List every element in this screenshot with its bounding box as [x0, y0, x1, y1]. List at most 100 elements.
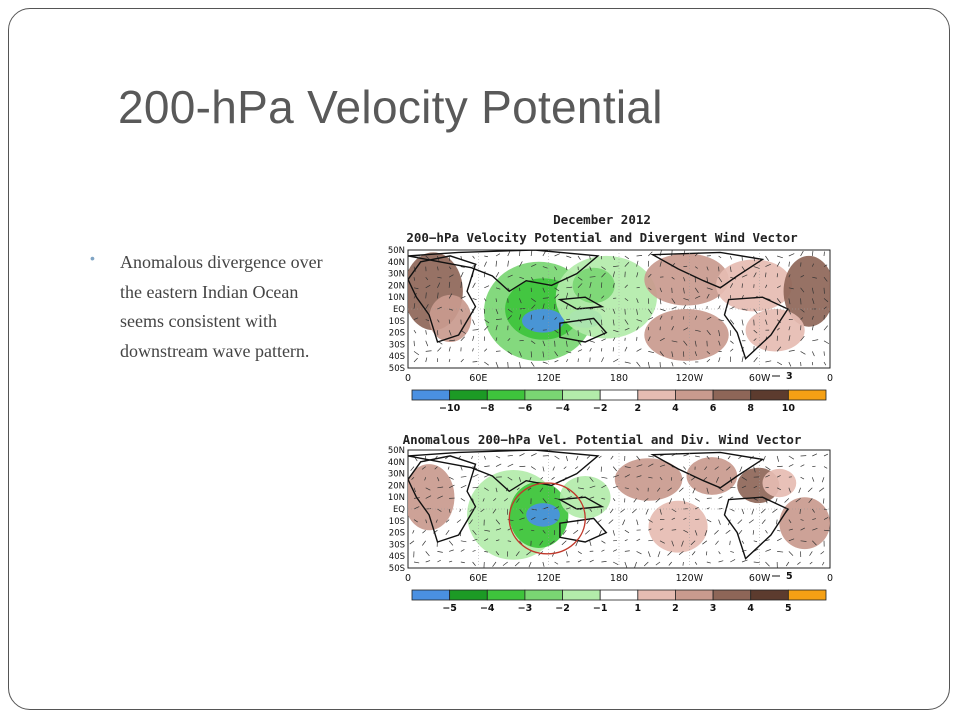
wind-arrow [811, 298, 815, 304]
wind-arrow [495, 287, 501, 290]
wind-arrow [577, 276, 583, 281]
wind-arrow [706, 293, 710, 299]
wind-arrow [808, 498, 813, 504]
wind-arrow [648, 287, 652, 291]
wind-arrow [507, 308, 513, 313]
wind-arrow [636, 348, 642, 352]
wind-arrow [551, 476, 555, 480]
wind-arrow [526, 551, 532, 556]
wind-arrow [659, 540, 665, 544]
wind-arrow [484, 551, 489, 553]
wind-arrow [422, 529, 426, 534]
wind-arrow [554, 253, 560, 257]
wind-arrow [624, 487, 629, 489]
wind-arrow [598, 530, 602, 536]
lat-label: 10N [388, 493, 405, 503]
wind-arrow [624, 466, 631, 469]
lat-label: 20N [388, 281, 405, 291]
wind-arrow [812, 453, 818, 457]
wind-arrow [694, 340, 697, 347]
wind-arrow [601, 561, 607, 563]
wind-arrow [565, 266, 568, 270]
shaded-region [521, 309, 565, 333]
wind-arrow [706, 351, 711, 355]
wind-arrow [671, 306, 677, 310]
wind-arrow [447, 466, 450, 470]
wind-arrow [730, 559, 736, 563]
wind-arrow [566, 255, 572, 258]
colorbar-label: −5 [442, 603, 457, 614]
wind-arrow [612, 308, 616, 314]
wind-arrow [530, 298, 536, 302]
wind-arrow [800, 540, 807, 542]
wind-arrow [704, 530, 708, 536]
wind-arrow [425, 330, 427, 335]
wind-arrow [777, 255, 783, 259]
wind-arrow [566, 496, 572, 499]
wind-arrow [622, 519, 626, 526]
wind-arrow [694, 266, 698, 269]
wind-arrow [753, 357, 758, 363]
lat-label: EQ [393, 505, 405, 515]
wind-arrow [589, 476, 594, 482]
wind-arrow [413, 277, 416, 281]
continent-outline [650, 251, 765, 289]
wind-arrow [448, 319, 451, 324]
wind-arrow [624, 298, 629, 302]
wind-arrow [695, 518, 700, 520]
wind-arrow [718, 340, 721, 346]
wind-arrow [695, 455, 700, 458]
wind-arrow [636, 361, 641, 367]
wind-arrow [776, 261, 781, 267]
wind-arrow [659, 298, 662, 305]
wind-arrow [798, 487, 801, 494]
wind-arrow [530, 340, 536, 345]
wind-arrow [528, 561, 532, 568]
colorbar-swatch [637, 389, 676, 401]
shaded-region [614, 458, 683, 501]
wind-arrow [706, 316, 712, 320]
wind-arrow [800, 274, 805, 278]
map-panel-climatology: December 2012 200−hPa Velocity Potential… [364, 210, 840, 415]
wind-arrow [795, 498, 801, 503]
colorbar-swatch [449, 389, 488, 401]
colorbar-swatch [750, 389, 789, 401]
map-title-line2: Anomalous 200−hPa Vel. Potential and Div… [402, 432, 802, 447]
wind-arrow [730, 340, 734, 344]
wind-arrow [469, 519, 473, 525]
colorbar-swatch [599, 389, 639, 401]
wind-arrow [702, 540, 708, 545]
wind-arrow [788, 455, 795, 460]
wind-arrow [601, 338, 606, 342]
wind-arrow [624, 550, 630, 552]
wind-arrow [530, 304, 536, 310]
continent-outline [408, 450, 600, 493]
wind-arrow [762, 455, 766, 462]
wind-arrow [507, 351, 513, 355]
wind-arrow [784, 498, 790, 503]
wind-arrow [449, 339, 456, 342]
wind-arrow [448, 266, 452, 270]
lon-label: 0 [405, 573, 411, 584]
wind-arrow [495, 253, 501, 257]
wind-arrow [574, 466, 579, 470]
lat-label: 40S [389, 352, 405, 362]
wind-arrow [554, 266, 558, 271]
colorbar-swatch [411, 389, 451, 401]
colorbar-label: −6 [518, 403, 533, 414]
map-title-line2: 200−hPa Velocity Potential and Divergent… [406, 230, 798, 245]
wind-arrow [636, 487, 639, 491]
wind-arrow [761, 519, 766, 525]
wind-arrow [601, 266, 606, 270]
wind-arrow [612, 337, 616, 341]
wind-arrow [469, 508, 473, 512]
wind-arrow [554, 506, 560, 510]
lon-label: 120E [537, 373, 561, 384]
wind-arrow [777, 551, 784, 553]
wind-arrow [492, 508, 497, 514]
wind-arrow [527, 487, 532, 491]
colorbar-label: −10 [439, 403, 461, 414]
wind-arrow [788, 261, 790, 267]
slide-frame [8, 8, 950, 710]
colorbar-label: 4 [672, 403, 679, 414]
